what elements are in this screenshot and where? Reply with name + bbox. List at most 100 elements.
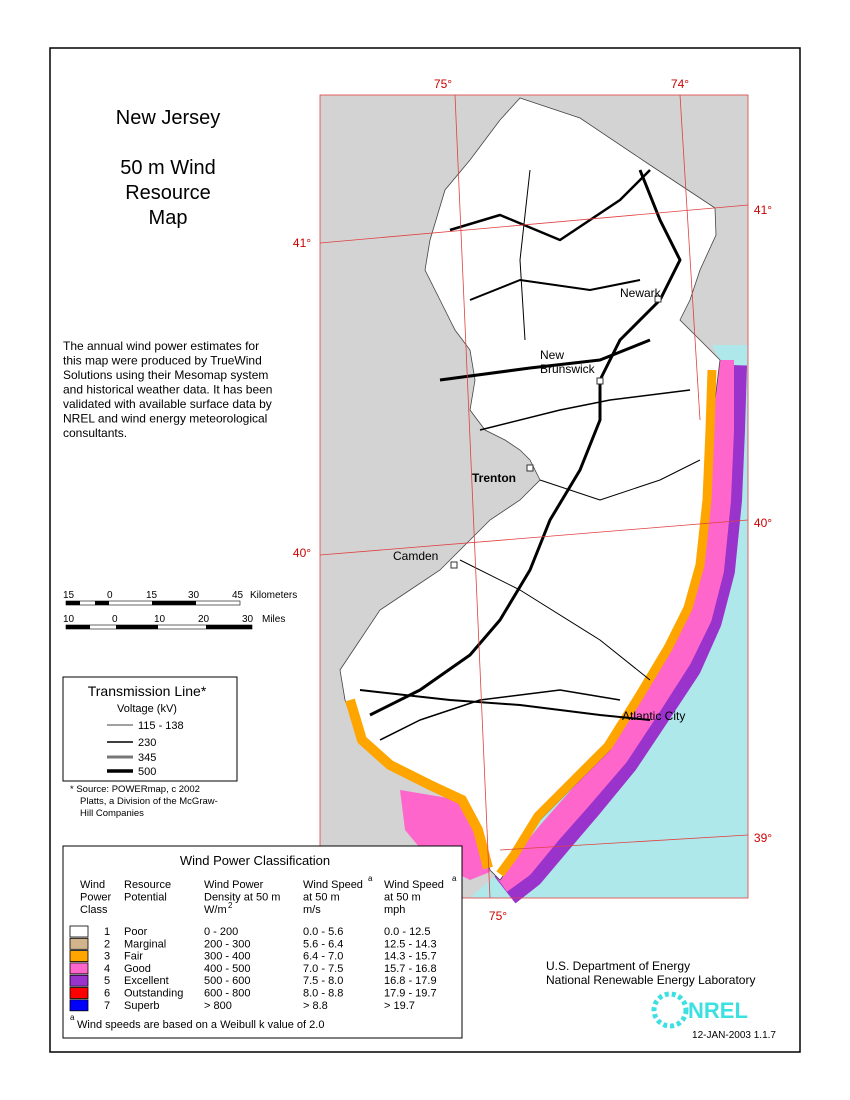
table-cell: 6.4 - 7.0 (303, 951, 343, 963)
description-line: this map were produced by TrueWind (63, 354, 262, 368)
class-swatch (69, 987, 89, 999)
scale-unit: Kilometers (250, 590, 297, 601)
table-cell: 400 - 500 (204, 963, 250, 975)
title-line: 50 m Wind (120, 157, 216, 179)
table-title: Wind Power Classification (180, 853, 330, 868)
table-cell: 0.0 - 5.6 (303, 926, 343, 938)
transmission-lines (359, 169, 701, 741)
table-header: Wind Power (204, 879, 264, 891)
logo-text: NREL (688, 998, 748, 1023)
scale-unit: Miles (262, 614, 285, 625)
graticule-label: 40° (293, 546, 311, 560)
city-label: New (540, 348, 564, 362)
description-line: and historical weather data. It has been (63, 383, 272, 397)
description-line: Solutions using their Mesomap system (63, 368, 268, 382)
legend-subtitle: Voltage (kV) (117, 703, 177, 715)
city-label: Brunswick (540, 362, 596, 376)
table-cell: 3 (104, 951, 110, 963)
table-header: W/m (204, 904, 227, 916)
source-note: Hill Companies (80, 808, 144, 819)
city-label: Newark (620, 286, 662, 300)
description-line: consultants. (63, 426, 127, 440)
scale-label: 20 (198, 614, 210, 625)
table-cell: > 19.7 (384, 1000, 415, 1012)
scale-label: 10 (154, 614, 166, 625)
table-cell: 8.0 - 8.8 (303, 988, 343, 1000)
scale-label: 0 (112, 614, 118, 625)
transmission-legend: Transmission Line* Voltage (kV) 115 - 13… (62, 676, 238, 819)
city-marker (526, 464, 534, 472)
table-cell: 0.0 - 12.5 (384, 926, 430, 938)
table-cell: 300 - 400 (204, 951, 250, 963)
table-header: Density at 50 m (204, 892, 280, 904)
city-label: Trenton (472, 471, 516, 485)
table-header: m/s (303, 904, 321, 916)
table-cell: 7.5 - 8.0 (303, 975, 343, 987)
delaware-bay-band (345, 698, 493, 870)
class-swatch (69, 974, 89, 987)
table-cell: 14.3 - 15.7 (384, 951, 437, 963)
title-line: New Jersey (116, 107, 220, 129)
title: New Jersey 50 m Wind Resource Map (116, 107, 220, 229)
graticule-label: 41° (754, 203, 772, 217)
table-cell: 7.0 - 7.5 (303, 963, 343, 975)
pink-band (492, 360, 734, 892)
table-cell: Poor (124, 926, 148, 938)
table-cell: 12.5 - 14.3 (384, 938, 437, 950)
scale-label: 0 (107, 590, 113, 601)
legend-box (62, 676, 238, 782)
table-cell: 1 (104, 926, 110, 938)
table-cell: 500 - 600 (204, 975, 250, 987)
ocean (470, 345, 748, 898)
table-cell: 200 - 300 (204, 938, 250, 950)
graticule-label: 41° (293, 236, 311, 250)
map-frame (319, 94, 749, 899)
graticule-label: 40° (754, 516, 772, 530)
source-note: * Source: POWERmap, c 2002 (70, 784, 200, 795)
version: 12-JAN-2003 1.1.7 (692, 1030, 776, 1041)
graticule-label: 74° (671, 77, 689, 91)
scale-seg (152, 601, 196, 605)
table-cell: Excellent (124, 975, 169, 987)
wind-table: Wind Power Classification WindPowerClass… (62, 845, 463, 1039)
table-cell: > 8.8 (303, 1000, 328, 1012)
table-cell: 2 (104, 938, 110, 950)
class-swatch (69, 925, 89, 938)
table-header: Wind Speed (384, 879, 444, 891)
agency: U.S. Department of Energy (546, 959, 690, 973)
city-label: Atlantic City (622, 709, 685, 723)
table-cell: 5 (104, 975, 110, 987)
description-line: validated with available surface data by (63, 397, 272, 411)
table-cell: 0 - 200 (204, 926, 238, 938)
header-superscript: a (368, 874, 373, 883)
logo-ring (651, 991, 689, 1029)
table-cell: 15.7 - 16.8 (384, 963, 437, 975)
scale-seg (206, 625, 252, 629)
city-marker (596, 377, 604, 385)
legend-label: 500 (138, 766, 156, 778)
table-cell: Marginal (124, 938, 166, 950)
table-cell: Outstanding (124, 988, 183, 1000)
table-cell: 6 (104, 988, 110, 1000)
scale-bars: 15 0 15 30 45 Kilometers 10 0 10 20 30 M… (63, 590, 297, 630)
table-header: Resource (124, 879, 171, 891)
source-note: Platts, a Division of the McGraw- (80, 796, 218, 807)
table-header: at 50 m (303, 892, 340, 904)
header-superscript: a (452, 874, 457, 883)
table-header: Wind Speed (303, 879, 363, 891)
table-cell: Good (124, 963, 151, 975)
graticule (319, 94, 749, 899)
table-box (62, 845, 463, 1039)
scale-label: 30 (188, 590, 200, 601)
table-cell: Fair (124, 951, 143, 963)
title-line: Map (149, 207, 188, 229)
nrel-logo: NREL (651, 991, 748, 1029)
graticule-label: 75° (434, 77, 452, 91)
scale-label: 30 (242, 614, 254, 625)
scale-label: 10 (63, 614, 75, 625)
city-marker (450, 561, 458, 569)
table-header: Power (80, 892, 112, 904)
footnote: Wind speeds are based on a Weibull k val… (77, 1019, 324, 1031)
table-cell: 4 (104, 963, 110, 975)
legend-title: Transmission Line* (88, 683, 207, 699)
